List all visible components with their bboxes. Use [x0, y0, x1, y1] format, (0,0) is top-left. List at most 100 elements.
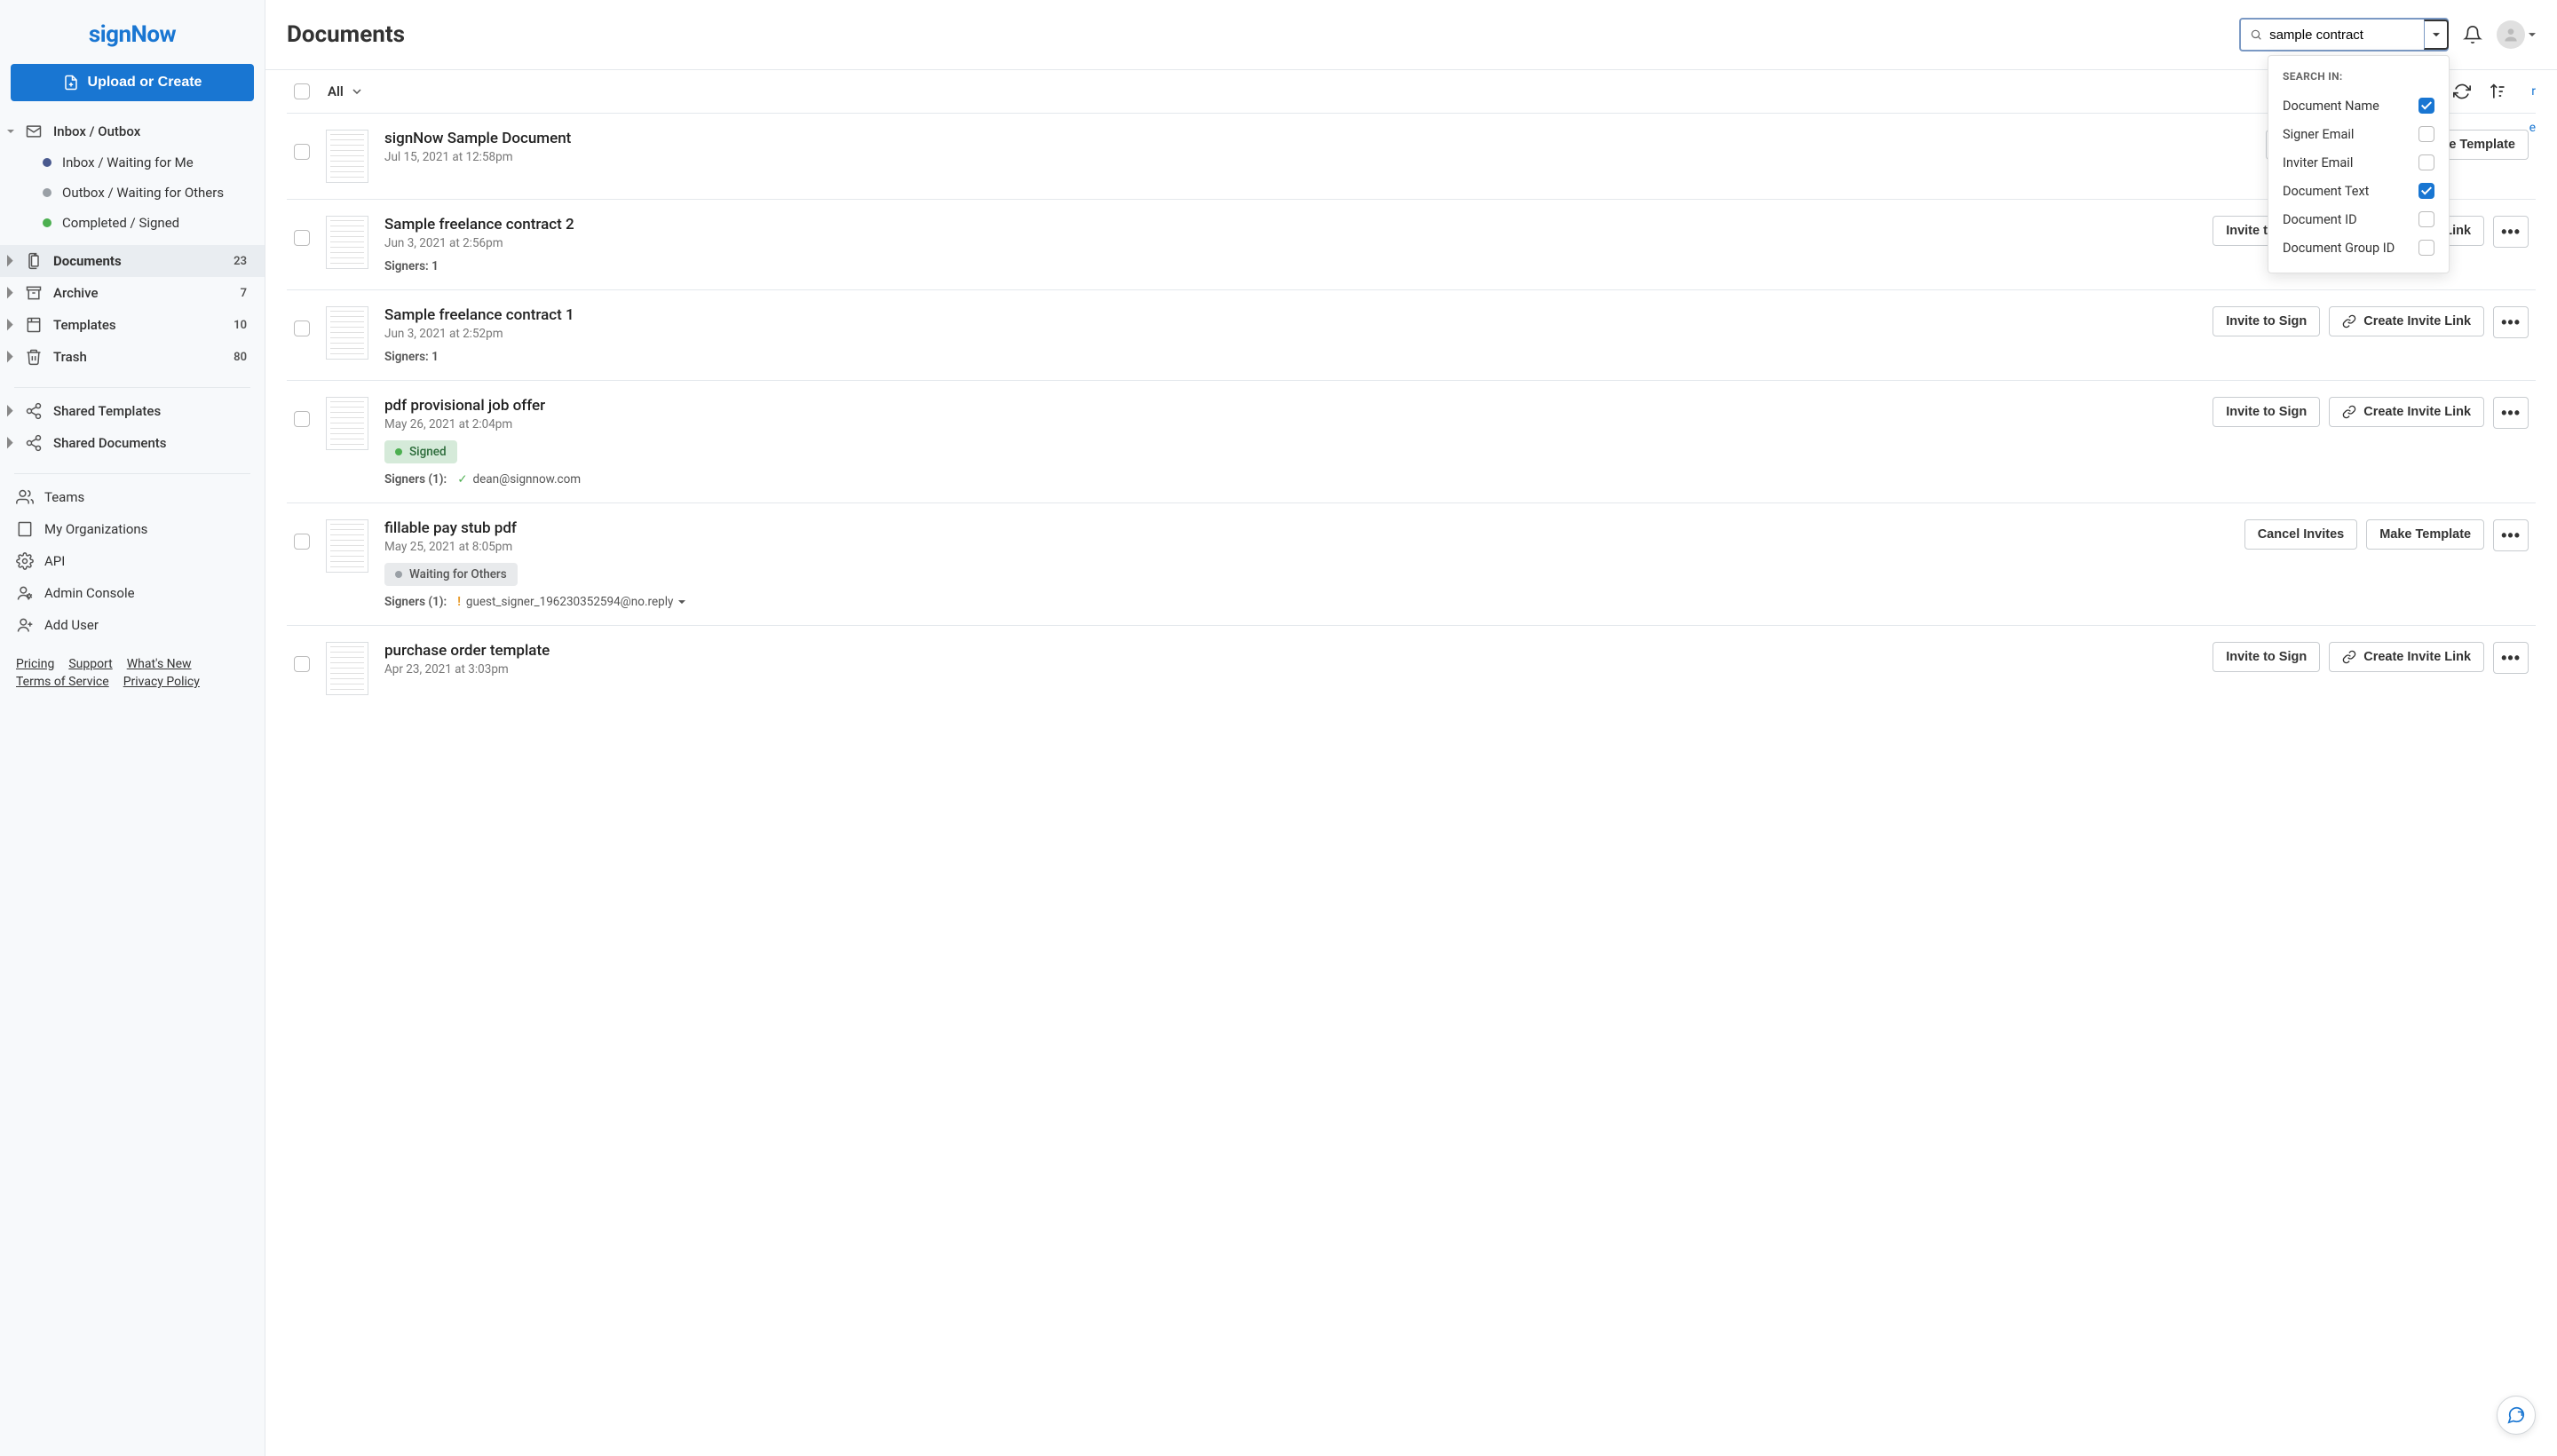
nav-item-shared-documents[interactable]: Shared Documents	[0, 427, 265, 459]
document-thumbnail[interactable]	[326, 306, 368, 360]
search-filter-option[interactable]: Document Name	[2268, 91, 2449, 120]
nav-label: Shared Documents	[53, 435, 167, 451]
signers-count: Signers: 1	[384, 259, 2197, 273]
button-label: Invite to Sign	[2226, 405, 2307, 419]
filter-all-label: All	[328, 83, 344, 99]
nav-item-archive[interactable]: Archive7	[0, 277, 265, 309]
link-icon	[2342, 650, 2356, 664]
upload-create-button[interactable]: Upload or Create	[11, 64, 254, 101]
document-checkbox[interactable]	[294, 656, 310, 672]
nav-item-api[interactable]: API	[0, 545, 265, 577]
chevron-right-icon	[7, 351, 14, 362]
nav-item-teams[interactable]: Teams	[0, 481, 265, 513]
document-thumbnail[interactable]	[326, 130, 368, 183]
option-checkbox[interactable]	[2418, 211, 2434, 227]
dots-icon: •••	[2501, 405, 2521, 421]
notifications-icon[interactable]	[2463, 25, 2482, 44]
nav-divider	[14, 387, 250, 388]
logo[interactable]: signNow	[0, 0, 265, 64]
select-all-checkbox[interactable]	[294, 83, 310, 99]
nav-item-trash[interactable]: Trash80	[0, 341, 265, 373]
document-checkbox[interactable]	[294, 320, 310, 336]
search-input[interactable]	[2269, 28, 2415, 43]
document-thumbnail[interactable]	[326, 519, 368, 573]
nav-label: Trash	[53, 349, 87, 365]
document-title[interactable]: Sample freelance contract 2	[384, 216, 2197, 233]
document-row: fillable pay stub pdf May 25, 2021 at 8:…	[287, 502, 2536, 625]
cancel-invites-button[interactable]: Cancel Invites	[2244, 519, 2358, 550]
more-actions-button[interactable]: •••	[2493, 519, 2529, 551]
document-actions: Invite to Sign Create Invite Link •••	[2213, 642, 2529, 674]
search-field[interactable]	[2241, 28, 2424, 43]
nav-item-shared-templates[interactable]: Shared Templates	[0, 395, 265, 427]
status-dot	[43, 188, 51, 197]
footer-link[interactable]: Privacy Policy	[123, 675, 200, 689]
document-title[interactable]: signNow Sample Document	[384, 130, 2250, 147]
invite-sign-button[interactable]: Invite to Sign	[2213, 642, 2320, 672]
refresh-icon[interactable]	[2453, 83, 2471, 100]
invite-sign-button[interactable]: Invite to Sign	[2213, 306, 2320, 336]
filter-all-dropdown[interactable]: All	[328, 83, 361, 99]
nav-item-templates[interactable]: Templates10	[0, 309, 265, 341]
document-checkbox[interactable]	[294, 534, 310, 550]
page-title: Documents	[287, 21, 2225, 48]
search-filter-option[interactable]: Document Group ID	[2268, 233, 2449, 262]
document-title[interactable]: pdf provisional job offer	[384, 397, 2197, 415]
document-thumbnail[interactable]	[326, 216, 368, 269]
document-checkbox[interactable]	[294, 230, 310, 246]
document-title[interactable]: Sample freelance contract 1	[384, 306, 2197, 324]
button-label: Create Invite Link	[2363, 650, 2471, 664]
sort-direction-icon[interactable]	[2489, 83, 2506, 100]
option-checkbox[interactable]	[2418, 183, 2434, 199]
document-thumbnail[interactable]	[326, 397, 368, 450]
footer-link[interactable]: What's New	[127, 657, 192, 671]
more-actions-button[interactable]: •••	[2493, 397, 2529, 429]
user-menu[interactable]	[2497, 20, 2536, 49]
create-invite-link-button[interactable]: Create Invite Link	[2329, 642, 2484, 672]
nav-status-item[interactable]: Completed / Signed	[0, 208, 265, 238]
create-invite-link-button[interactable]: Create Invite Link	[2329, 306, 2484, 336]
document-checkbox[interactable]	[294, 411, 310, 427]
document-checkbox[interactable]	[294, 144, 310, 160]
search-filter-option[interactable]: Inviter Email	[2268, 148, 2449, 177]
nav-item-add-user[interactable]: Add User	[0, 609, 265, 641]
search-filter-toggle[interactable]	[2424, 20, 2449, 50]
option-checkbox[interactable]	[2418, 154, 2434, 170]
nav-item-documents[interactable]: Documents23	[0, 245, 265, 277]
dots-icon: •••	[2501, 650, 2521, 666]
invite-sign-button[interactable]: Invite to Sign	[2213, 397, 2320, 427]
search-filter-option[interactable]: Signer Email	[2268, 120, 2449, 148]
signer-email[interactable]: ✓ dean@signnow.com	[457, 472, 581, 487]
document-title[interactable]: fillable pay stub pdf	[384, 519, 2228, 537]
option-label: Document Text	[2283, 184, 2369, 199]
search-container: SEARCH IN: Document NameSigner EmailInvi…	[2239, 18, 2449, 51]
option-checkbox[interactable]	[2418, 98, 2434, 114]
partial-link-r[interactable]: r	[2531, 84, 2536, 99]
footer-link[interactable]: Support	[68, 657, 112, 671]
create-invite-link-button[interactable]: Create Invite Link	[2329, 397, 2484, 427]
nav-item-my-organizations[interactable]: My Organizations	[0, 513, 265, 545]
nav-status-item[interactable]: Outbox / Waiting for Others	[0, 178, 265, 208]
more-actions-button[interactable]: •••	[2493, 306, 2529, 338]
document-actions: Cancel Invites Make Template •••	[2244, 519, 2529, 551]
search-filter-option[interactable]: Document Text	[2268, 177, 2449, 205]
more-actions-button[interactable]: •••	[2493, 642, 2529, 674]
nav-item-admin-console[interactable]: Admin Console	[0, 577, 265, 609]
document-thumbnail[interactable]	[326, 642, 368, 695]
option-checkbox[interactable]	[2418, 240, 2434, 256]
sidebar: signNow Upload or Create Inbox / Outbox …	[0, 0, 265, 1456]
footer-link[interactable]: Pricing	[16, 657, 54, 671]
chat-fab[interactable]	[2497, 1396, 2536, 1435]
document-title[interactable]: purchase order template	[384, 642, 2197, 660]
nav-status-item[interactable]: Inbox / Waiting for Me	[0, 147, 265, 178]
upload-button-label: Upload or Create	[88, 75, 202, 91]
signer-email[interactable]: ! guest_signer_196230352594@no.reply	[457, 595, 685, 609]
search-filter-option[interactable]: Document ID	[2268, 205, 2449, 233]
option-checkbox[interactable]	[2418, 126, 2434, 142]
partial-link-e[interactable]: e	[2529, 121, 2536, 135]
nav-inbox-outbox[interactable]: Inbox / Outbox	[0, 115, 265, 147]
more-actions-button[interactable]: •••	[2493, 216, 2529, 248]
footer-link[interactable]: Terms of Service	[16, 675, 109, 689]
nav-label: Templates	[53, 317, 116, 333]
make-template-button[interactable]: Make Template	[2366, 519, 2484, 550]
